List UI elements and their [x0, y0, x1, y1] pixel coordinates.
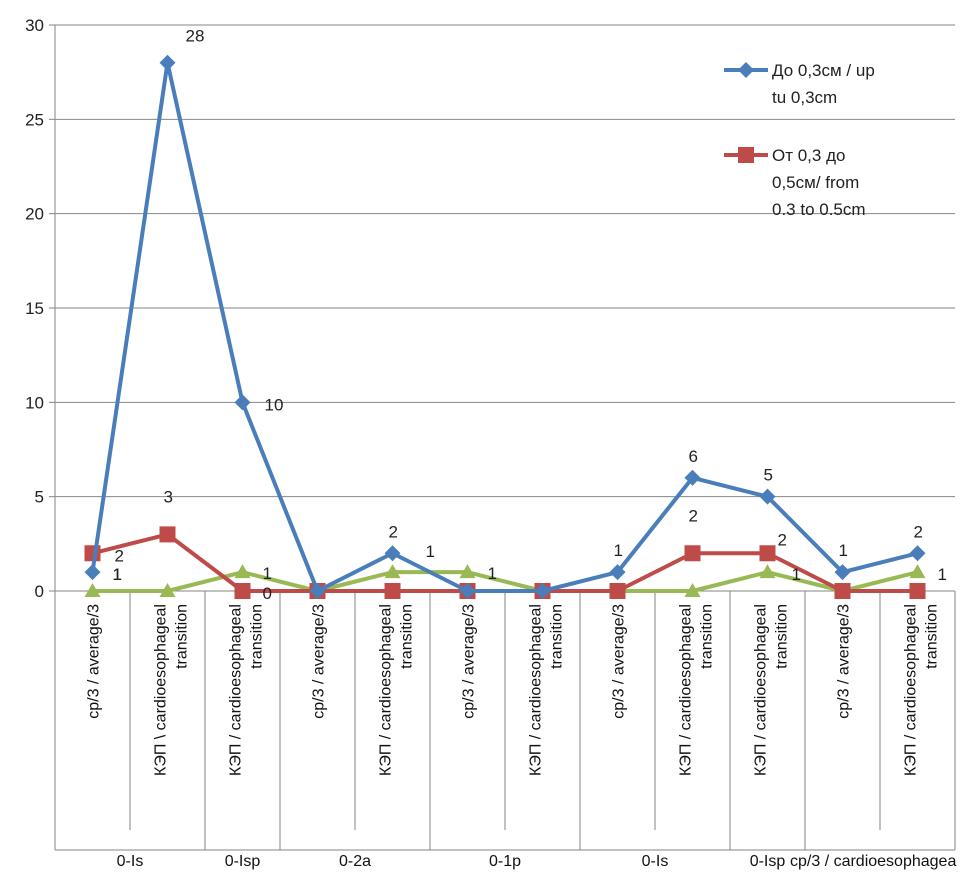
x-group-label: 0-Is — [642, 853, 669, 870]
data-label: 0 — [263, 584, 272, 603]
data-label: 1 — [113, 565, 122, 584]
x-category-label: КЭП / cardioesophageal — [903, 604, 920, 776]
x-group-label: 0-1p — [489, 853, 521, 870]
data-label: 1 — [839, 541, 848, 560]
legend-label: tu 0,3cm — [772, 88, 837, 107]
data-point — [159, 583, 176, 597]
x-category-label-cont: transition — [774, 604, 791, 669]
y-tick-label: 5 — [35, 488, 44, 507]
data-point — [909, 545, 926, 562]
x-category-label-cont: transition — [399, 604, 416, 669]
data-point — [384, 545, 401, 562]
data-point — [909, 564, 926, 579]
data-point — [84, 583, 101, 597]
data-point — [759, 564, 776, 579]
y-tick-label: 15 — [25, 299, 44, 318]
data-point — [834, 583, 851, 599]
data-point — [234, 583, 251, 599]
y-tick-label: 20 — [25, 205, 44, 224]
data-label: 5 — [764, 466, 773, 485]
data-point — [159, 54, 176, 71]
data-point — [759, 488, 776, 505]
data-point — [909, 583, 926, 599]
x-category-label: КЭП / cardioesophageal — [678, 604, 695, 776]
y-tick-label: 30 — [25, 16, 44, 35]
data-label: 1 — [938, 565, 947, 584]
data-label: 2 — [778, 530, 787, 549]
y-tick-label: 0 — [35, 582, 44, 601]
data-label: 2 — [389, 522, 398, 541]
x-category-label: ср/3 / average/3 — [311, 604, 328, 719]
data-label: 1 — [113, 565, 122, 584]
legend-label: 0,5см/ from — [772, 173, 859, 192]
x-category-label-cont: transition — [924, 604, 941, 669]
gridlines — [55, 24, 955, 498]
x-category-label: КЭП / cardioesophageal — [228, 604, 245, 776]
data-point — [309, 583, 326, 599]
data-label: 1 — [488, 564, 497, 583]
data-label: 1 — [614, 541, 623, 560]
data-point — [234, 564, 251, 579]
x-category-label: КЭП / cardioesophageal — [753, 604, 770, 776]
data-point — [459, 564, 476, 579]
data-point — [534, 583, 551, 599]
series-group — [84, 54, 926, 599]
x-category-label: ср/3 / average/3 — [86, 604, 103, 719]
data-point — [738, 62, 754, 78]
data-point — [738, 147, 754, 163]
x-group-label: 0-2a — [339, 853, 371, 870]
data-point — [384, 564, 401, 579]
data-point — [684, 545, 701, 562]
data-label: 2 — [914, 522, 923, 541]
legend-label: До 0,3см / up — [772, 61, 875, 80]
x-category-label-cont: transition — [699, 604, 716, 669]
legend: До 0,3см / up tu 0,3cm От 0,3 до 0,5см/ fro… — [724, 61, 875, 219]
data-point — [384, 583, 401, 599]
x-group-label: 0-Isp — [225, 853, 261, 870]
data-point — [684, 583, 701, 597]
x-category-label: ср/3 / average/3 — [836, 604, 853, 719]
data-label: 2 — [115, 546, 124, 565]
x-category-label-cont: transition — [249, 604, 266, 669]
x-category-label-cont: transition — [549, 604, 566, 669]
data-point — [684, 469, 701, 486]
data-label: 1 — [263, 564, 272, 583]
data-point — [459, 583, 476, 599]
x-group-label: 0-Isp — [750, 853, 786, 870]
data-label: 2 — [689, 506, 698, 525]
x-category-label: КЭП / cardioesophageal — [378, 604, 395, 776]
data-label: 1 — [792, 565, 801, 584]
x-group-label: 0-Is — [117, 853, 144, 870]
data-point — [759, 545, 776, 562]
data-label: 1 — [426, 542, 435, 561]
x-category-label: КЭП / cardioesophageal — [528, 604, 545, 776]
y-tick-label: 10 — [25, 393, 44, 412]
series-line — [90, 60, 918, 593]
data-point — [84, 564, 101, 581]
x-category-label: КЭП \ cardioesophageal — [153, 604, 170, 776]
legend-label: 0.3 to 0.5cm — [772, 200, 866, 219]
data-label: 6 — [689, 447, 698, 466]
data-point — [609, 583, 626, 599]
data-point — [234, 394, 251, 411]
data-label: 28 — [186, 27, 205, 46]
legend-label: От 0,3 до — [772, 146, 845, 165]
y-tick-label: 25 — [25, 110, 44, 129]
data-label: 3 — [164, 487, 173, 506]
data-point — [609, 564, 626, 581]
x-category-label: ср/3 / average/3 — [461, 604, 478, 719]
series-line — [92, 570, 918, 593]
data-label: 10 — [265, 395, 284, 414]
data-point — [834, 564, 851, 581]
x-group-label: ср/3 / cardioesophagea — [790, 853, 956, 870]
data-point — [159, 526, 176, 543]
x-category-label: ср/3 / average/3 — [611, 604, 628, 719]
x-category-label-cont: transition — [174, 604, 191, 669]
